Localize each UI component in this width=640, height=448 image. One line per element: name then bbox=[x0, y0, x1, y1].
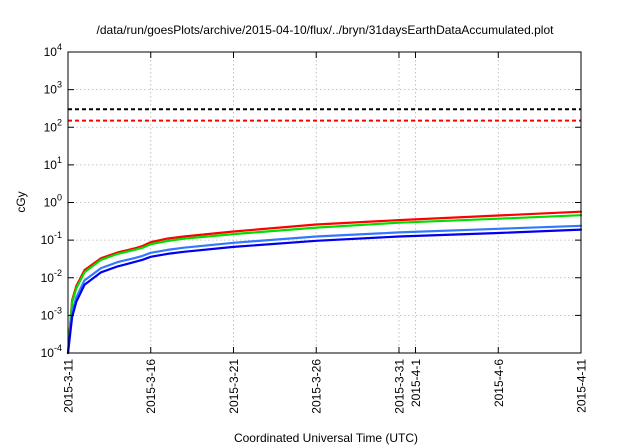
x-tick-label: 2015-3-31 bbox=[392, 359, 406, 414]
series-group bbox=[66, 210, 583, 355]
x-axis-label: Coordinated Universal Time (UTC) bbox=[234, 431, 418, 445]
chart-title: /data/run/goesPlots/archive/2015-04-10/f… bbox=[97, 23, 555, 37]
y-axis: 10-4 10-3 10-2 10-1 100 101 102 103 104 bbox=[41, 42, 581, 360]
y-tick-label: 104 bbox=[44, 42, 62, 59]
series-line bbox=[66, 214, 583, 355]
reference-lines bbox=[68, 108, 581, 122]
y-tick-label: 10-1 bbox=[41, 230, 62, 247]
y-tick-label: 102 bbox=[44, 117, 62, 134]
y-tick-label: 100 bbox=[44, 193, 62, 210]
y-tick-label: 10-2 bbox=[41, 268, 62, 285]
x-tick-label: 2015-4-1 bbox=[409, 359, 423, 407]
grid bbox=[67, 51, 582, 354]
x-tick-label: 2015-3-26 bbox=[310, 359, 324, 414]
y-tick-label: 101 bbox=[44, 155, 62, 172]
x-tick-label: 2015-3-11 bbox=[62, 359, 76, 413]
x-tick-label: 2015-3-21 bbox=[227, 359, 241, 414]
y-tick-label: 10-3 bbox=[41, 305, 62, 322]
x-axis: 2015-3-11 2015-3-16 2015-3-21 2015-3-26 2015… bbox=[62, 52, 589, 414]
x-tick-label: 2015-4-6 bbox=[492, 359, 506, 407]
y-axis-label: cGy bbox=[14, 191, 28, 212]
y-tick-label: 103 bbox=[44, 80, 62, 97]
series-line bbox=[66, 228, 583, 355]
x-tick-label: 2015-3-16 bbox=[144, 359, 158, 414]
series-line bbox=[66, 224, 583, 355]
y-tick-label: 10-4 bbox=[41, 343, 62, 360]
x-tick-label: 2015-4-11 bbox=[575, 359, 589, 413]
